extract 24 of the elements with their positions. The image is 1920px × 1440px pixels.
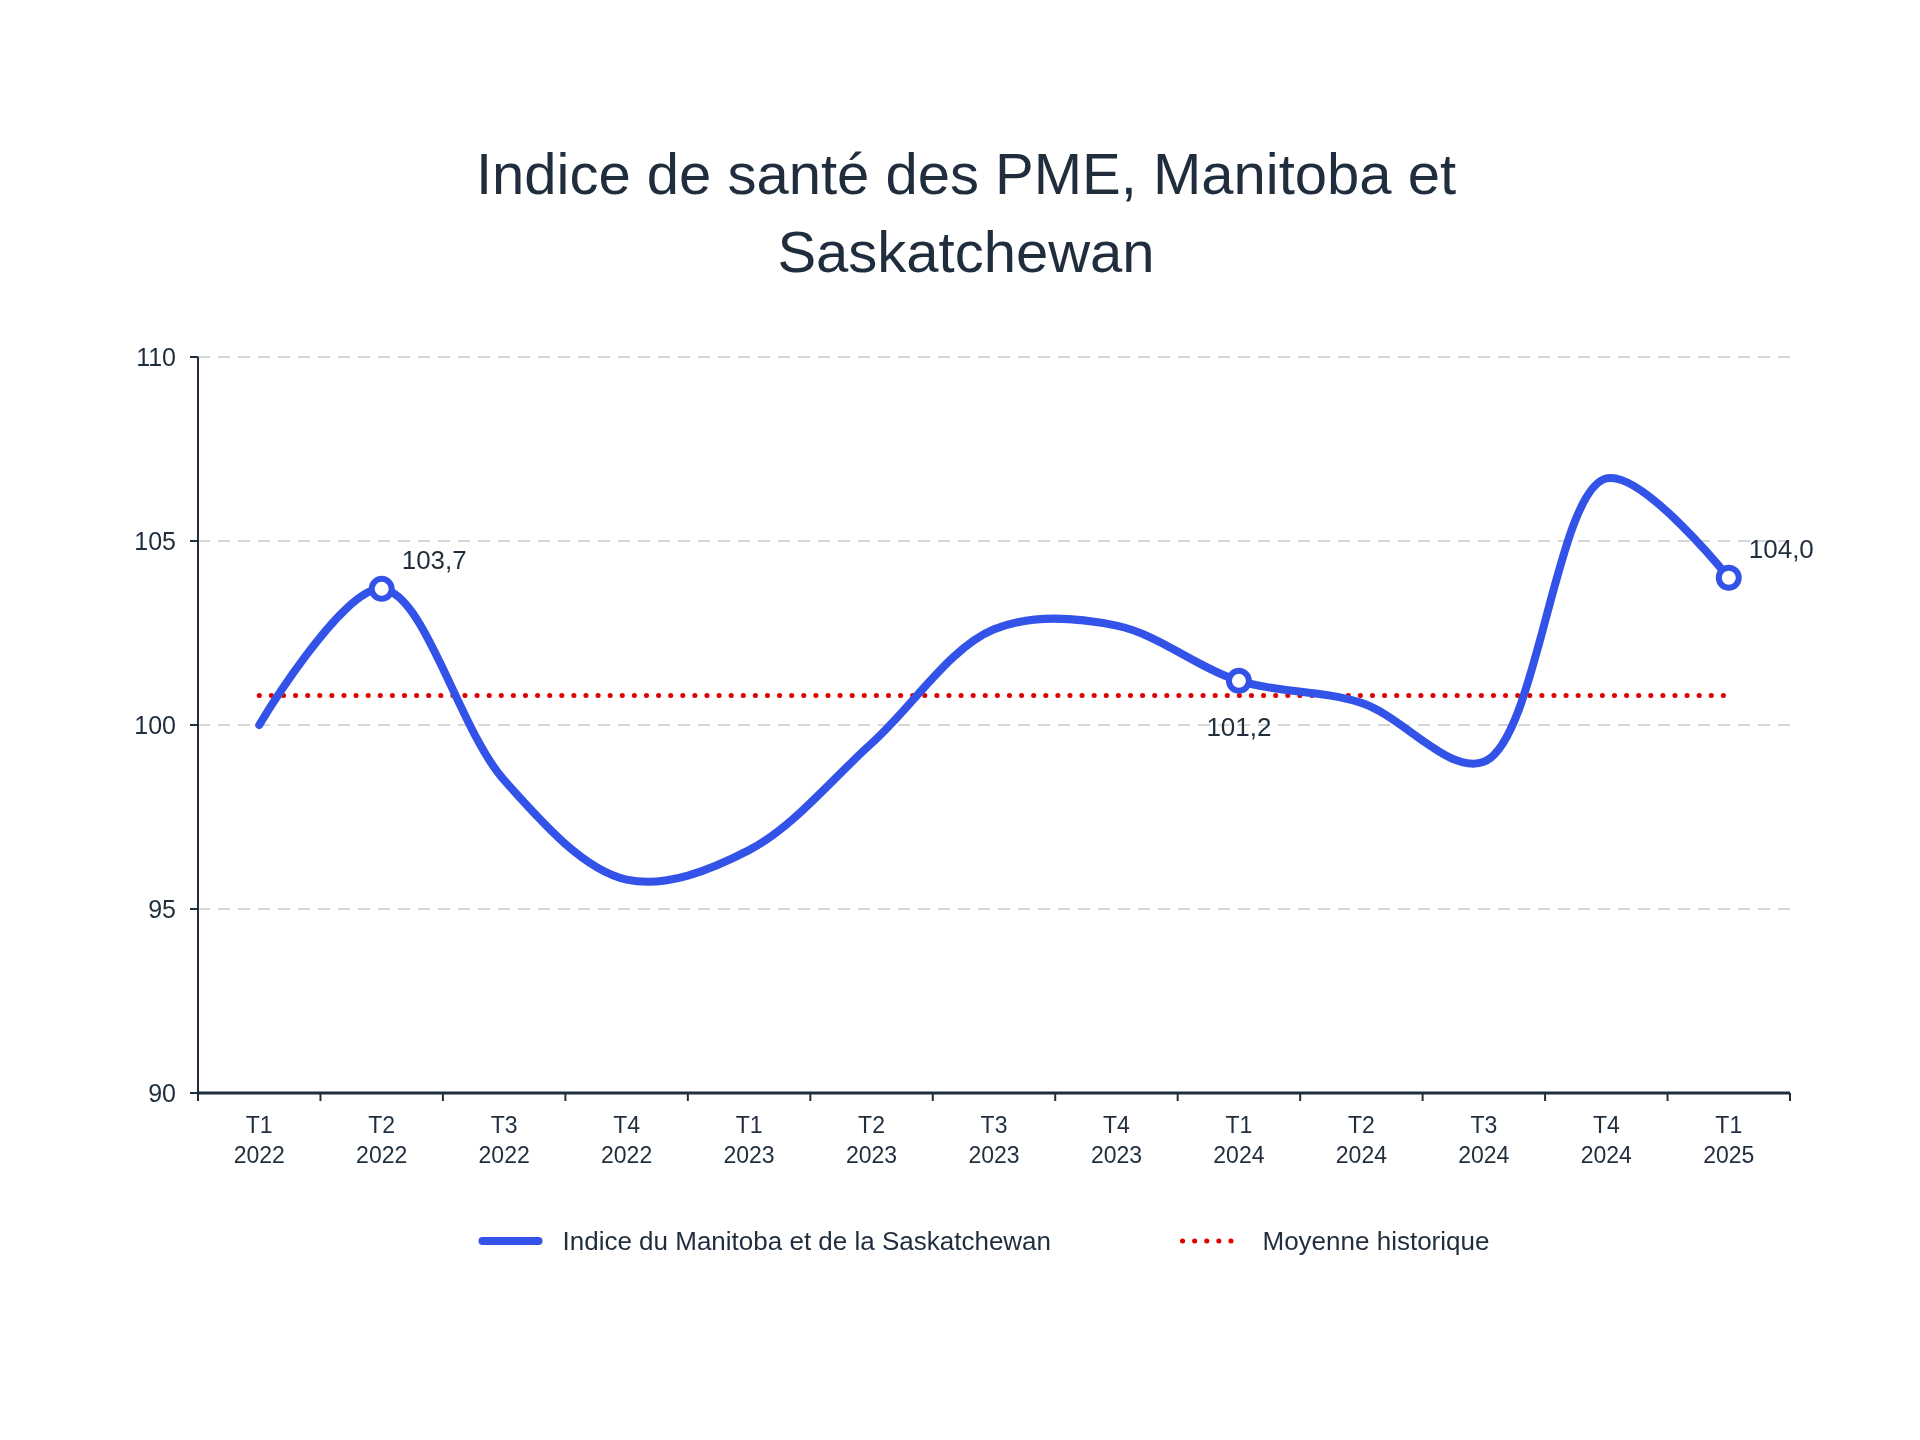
data-label: 104,0: [1748, 533, 1814, 564]
legend-label: Moyenne historique: [1262, 1226, 1490, 1257]
x-tick-label: T1 2022: [233, 1112, 285, 1168]
y-tick-label: 105: [134, 526, 176, 555]
data-label: 103,7: [401, 544, 467, 575]
chart-title: Indice de santé des PME, Manitoba et Saskatchewan: [475, 141, 1457, 284]
x-tick-label: T4 2022: [601, 1112, 653, 1168]
x-tick-label: T2 2024: [1335, 1112, 1388, 1168]
x-tick-label: T2 2023: [845, 1112, 898, 1168]
x-tick-label: T4 2024: [1580, 1112, 1633, 1168]
y-tick-label: 110: [136, 342, 176, 371]
x-tick-label: T3 2024: [1458, 1112, 1510, 1168]
y-tick-label: 100: [134, 710, 176, 739]
x-tick-label: T1 2025: [1703, 1112, 1755, 1168]
x-tick-label: T1 2024: [1213, 1112, 1265, 1168]
y-tick-label: 95: [148, 894, 176, 923]
y-tick-label: 90: [148, 1078, 176, 1107]
x-tick-label: T3 2023: [968, 1112, 1020, 1168]
x-tick-label: T2 2022: [356, 1112, 408, 1168]
data-label: 101,2: [1206, 711, 1272, 742]
x-tick-label: T1 2023: [723, 1112, 775, 1168]
x-tick-label: T3 2022: [478, 1112, 530, 1168]
x-tick-label: T4 2023: [1090, 1112, 1143, 1168]
legend-label: Indice du Manitoba et de la Saskatchewan: [562, 1226, 1052, 1257]
